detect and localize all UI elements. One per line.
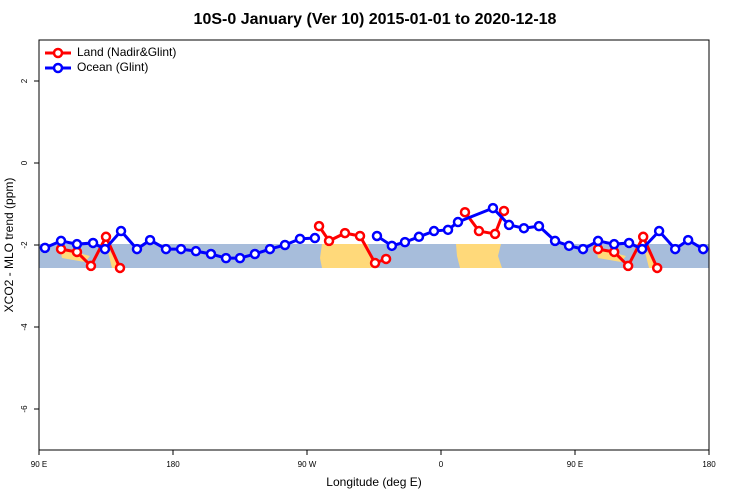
legend-label: Land (Nadir&Glint) bbox=[77, 45, 176, 59]
data-point bbox=[592, 243, 604, 255]
data-point bbox=[87, 237, 99, 249]
data-point bbox=[371, 230, 383, 242]
data-point bbox=[85, 260, 97, 272]
data-point bbox=[653, 225, 665, 237]
data-point bbox=[452, 216, 464, 228]
data-point bbox=[309, 232, 321, 244]
data-point bbox=[563, 240, 575, 252]
data-point bbox=[623, 237, 635, 249]
data-point bbox=[386, 240, 398, 252]
data-point bbox=[234, 252, 246, 264]
y-tick-label: -2 bbox=[20, 241, 29, 249]
data-point bbox=[115, 225, 127, 237]
data-point bbox=[369, 257, 381, 269]
y-tick-label: -4 bbox=[20, 323, 29, 331]
x-tick-label: 90 E bbox=[31, 460, 47, 469]
land-patch bbox=[456, 244, 502, 268]
data-point bbox=[459, 206, 471, 218]
data-point bbox=[175, 243, 187, 255]
chart-title: 10S-0 January (Ver 10) 2015-01-01 to 202… bbox=[194, 11, 557, 28]
data-point bbox=[55, 235, 67, 247]
data-point bbox=[697, 243, 709, 255]
data-point bbox=[498, 205, 510, 217]
data-point bbox=[473, 225, 485, 237]
data-point bbox=[354, 230, 366, 242]
data-point bbox=[592, 235, 604, 247]
data-point bbox=[249, 248, 261, 260]
data-point bbox=[682, 234, 694, 246]
data-point bbox=[323, 235, 335, 247]
data-point bbox=[264, 243, 276, 255]
data-point bbox=[428, 225, 440, 237]
x-tick-label: 0 bbox=[439, 460, 444, 469]
data-point bbox=[533, 220, 545, 232]
data-point bbox=[503, 219, 515, 231]
data-point bbox=[313, 220, 325, 232]
legend-marker bbox=[52, 62, 64, 74]
legend: Land (Nadir&Glint)Ocean (Glint) bbox=[45, 45, 176, 74]
data-point bbox=[220, 252, 232, 264]
x-tick-label: 90 W bbox=[298, 460, 317, 469]
data-point bbox=[100, 231, 112, 243]
data-point bbox=[99, 243, 111, 255]
legend-marker bbox=[52, 47, 64, 59]
data-point bbox=[190, 245, 202, 257]
data-point bbox=[489, 228, 501, 240]
data-point bbox=[131, 243, 143, 255]
data-point bbox=[669, 243, 681, 255]
data-point bbox=[339, 227, 351, 239]
data-point bbox=[651, 262, 663, 274]
data-point bbox=[608, 238, 620, 250]
data-point bbox=[39, 242, 51, 254]
data-point bbox=[636, 243, 648, 255]
y-tick-label: 2 bbox=[20, 78, 29, 83]
data-point bbox=[577, 243, 589, 255]
data-point bbox=[413, 231, 425, 243]
y-axis-label: XCO2 - MLO trend (ppm) bbox=[2, 178, 16, 313]
y-tick-label: 0 bbox=[20, 160, 29, 165]
data-point bbox=[399, 236, 411, 248]
data-point bbox=[622, 260, 634, 272]
data-point bbox=[205, 248, 217, 260]
x-axis-label: Longitude (deg E) bbox=[326, 475, 421, 489]
land-patch bbox=[320, 244, 375, 268]
data-point bbox=[144, 234, 156, 246]
x-tick-label: 180 bbox=[702, 460, 716, 469]
legend-label: Ocean (Glint) bbox=[77, 60, 148, 74]
data-point bbox=[71, 238, 83, 250]
data-point bbox=[294, 233, 306, 245]
data-point bbox=[160, 243, 172, 255]
data-point bbox=[380, 253, 392, 265]
data-point bbox=[114, 262, 126, 274]
y-tick-label: -6 bbox=[20, 405, 29, 413]
data-point bbox=[518, 222, 530, 234]
data-point bbox=[637, 231, 649, 243]
x-tick-label: 180 bbox=[166, 460, 180, 469]
x-tick-label: 90 E bbox=[567, 460, 583, 469]
data-point bbox=[442, 224, 454, 236]
data-point bbox=[549, 235, 561, 247]
data-point bbox=[487, 202, 499, 214]
data-point bbox=[279, 239, 291, 251]
data-point bbox=[55, 243, 67, 255]
